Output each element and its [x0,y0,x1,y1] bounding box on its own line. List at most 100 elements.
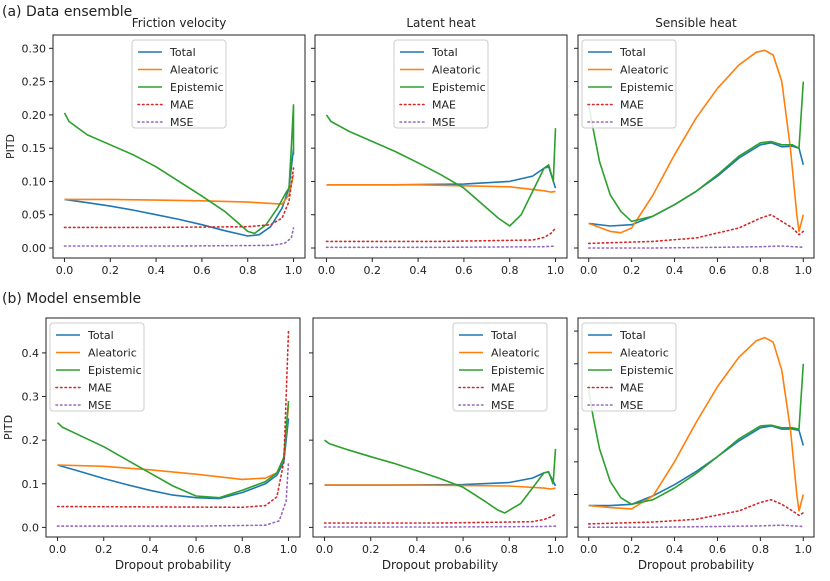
legend-label-mae: MAE [620,382,644,395]
legend-label-mse: MSE [88,399,111,412]
series-epistemic-line [587,81,805,223]
subplot-b2: 0.0 0.2 0.4 0.6 0.8 1.0 Dropout probability Tot… [309,317,568,572]
legend: Total Aleatoric Epistemic MAE MSE [452,322,548,412]
subplot-b1: 0.0 0.2 0.4 0.6 0.8 1.0 0.0 0.1 0.2 0.3 0.4 PITD Dro… [2,317,301,572]
legend-label-epistemic: Epistemic [491,364,545,377]
x-tick-label: 0.4 [666,264,684,277]
series-total-line [57,418,290,500]
series-lines [56,330,290,527]
series-mae-line [63,167,295,229]
series-mae-line [323,513,557,524]
series-lines [325,114,557,249]
legend-label-total: Total [619,46,646,59]
x-axis: 0.0 0.2 0.4 0.6 0.8 1.0 [318,258,564,277]
legend-box [393,39,489,129]
series-epistemic-line [587,363,805,506]
legend: Total Aleatoric Epistemic MAE MSE [581,39,677,129]
x-axis: 0.0 0.2 0.4 0.6 0.8 1.0 [49,537,297,556]
legend-label-mae: MAE [491,382,515,395]
subplot-title: Sensible heat [655,16,737,30]
y-tick-label: 0.3 [22,391,40,404]
y-axis [309,352,313,528]
legend-label-mae: MAE [620,99,644,112]
y-tick-label: 0.00 [22,242,47,255]
x-axis-label: Dropout probability [382,558,498,572]
plot-frame [312,317,568,538]
x-axis-label: Dropout probability [115,558,231,572]
series-mae-line [56,330,290,509]
y-axis [311,47,315,249]
y-axis [574,47,578,249]
subplot-title: Latent heat [406,16,476,30]
x-tick-label: 0.8 [234,543,252,556]
legend-label-mse: MSE [491,399,514,412]
y-axis [574,330,578,528]
legend-box [581,322,677,412]
legend-label-aleatoric: Aleatoric [491,347,540,360]
legend-box [452,322,548,412]
x-tick-label: 0.0 [56,264,74,277]
y-tick-label: 0.2 [22,434,40,447]
legend-label-aleatoric: Aleatoric [88,347,137,360]
subplot-title: Friction velocity [132,16,227,30]
series-aleatoric-line [64,174,295,205]
x-tick-label: 0.8 [501,543,519,556]
plot-frame [314,34,568,259]
x-axis: 0.0 0.2 0.4 0.6 0.8 1.0 [580,258,812,277]
x-axis: 0.0 0.2 0.4 0.6 0.8 1.0 [580,537,812,556]
legend-label-aleatoric: Aleatoric [620,347,669,360]
series-aleatoric-line [57,405,290,481]
x-tick-label: 0.4 [666,543,684,556]
subplot-b3: 0.0 0.2 0.4 0.6 0.8 1.0 Dropout probability Tot… [574,317,815,572]
x-axis: 0.0 0.2 0.4 0.6 0.8 1.0 [316,537,564,556]
series-total-line [64,148,295,237]
y-tick-label: 0.10 [22,175,47,188]
series-epistemic-line [324,439,557,514]
x-tick-label: 0.4 [147,264,165,277]
legend-label-total: Total [87,329,114,342]
legend-label-mse: MSE [432,116,455,129]
legend-label-total: Total [431,46,458,59]
series-epistemic-line [325,114,557,227]
legend-box [131,39,227,129]
x-tick-label: 0.2 [623,543,641,556]
legend-label-aleatoric: Aleatoric [620,64,669,77]
plot-frame [52,34,306,259]
series-aleatoric-line [324,484,556,490]
legend-label-epistemic: Epistemic [170,81,224,94]
x-tick-label: 0.0 [316,543,334,556]
legend-label-mae: MAE [88,382,112,395]
y-tick-label: 0.20 [22,109,47,122]
x-tick-label: 0.8 [752,264,770,277]
x-tick-label: 0.6 [193,264,211,277]
series-lines [587,49,805,249]
series-mse-line [325,245,557,249]
legend-label-epistemic: Epistemic [620,364,674,377]
legend-label-total: Total [619,329,646,342]
x-tick-label: 0.8 [752,543,770,556]
series-aleatoric-line [326,184,556,193]
series-epistemic-line [56,400,290,499]
x-tick-label: 0.4 [141,543,159,556]
x-tick-label: 0.6 [455,264,473,277]
x-tick-label: 0.0 [580,543,598,556]
series-mae-line [325,227,557,243]
legend: Total Aleatoric Epistemic MAE MSE [49,322,145,412]
y-tick-label: 0.25 [22,76,47,89]
legend-label-aleatoric: Aleatoric [170,64,219,77]
subplot-a2: Latent heat 0.0 0.2 0.4 0.6 0.8 1.0 Total Aleato… [311,16,568,277]
plot-frame [577,317,815,538]
panel-title-b: (b) Model ensemble [2,291,141,307]
series-mae-line [587,498,805,525]
plot-frame [577,34,815,259]
subplot-a3: Sensible heat 0.0 0.2 0.4 0.6 0.8 1.0 Total Alea… [574,16,815,277]
legend-label-epistemic: Epistemic [432,81,486,94]
y-tick-label: 0.05 [22,209,47,222]
x-tick-label: 0.2 [364,264,382,277]
x-tick-label: 0.2 [623,264,641,277]
x-tick-label: 1.0 [795,264,813,277]
x-tick-label: 0.8 [501,264,519,277]
x-tick-label: 0.6 [709,543,727,556]
series-mse-line [323,525,557,528]
